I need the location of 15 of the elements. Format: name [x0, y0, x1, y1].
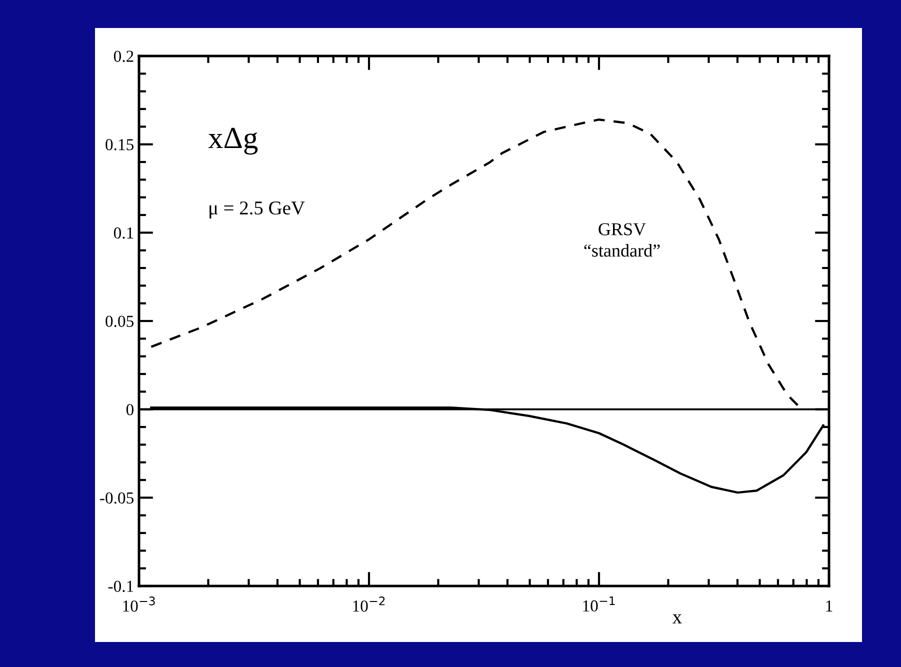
- x-tick-label: 1: [826, 600, 832, 612]
- x-tick-label: 10$^{−2}$: [353, 596, 385, 612]
- x-tick-label: 10$^{−3}$: [123, 596, 155, 612]
- annotation: xΔg: [208, 128, 258, 155]
- y-tick-label: -0.1: [108, 580, 134, 592]
- annotation: GRSV “standard”: [584, 223, 660, 257]
- y-tick-label: -0.05: [100, 492, 134, 504]
- y-tick-label: 0.05: [106, 316, 134, 328]
- y-tick-label: 0.15: [106, 139, 134, 150]
- annotation: μ = 2.5 GeV: [210, 201, 305, 219]
- x-tick-label: 10$^{−1}$: [583, 596, 615, 612]
- x-axis-title: x: [672, 614, 682, 624]
- y-tick-label: 0: [126, 404, 134, 416]
- y-tick-label: 0.1: [114, 227, 134, 239]
- y-tick-label: 0.2: [114, 50, 134, 62]
